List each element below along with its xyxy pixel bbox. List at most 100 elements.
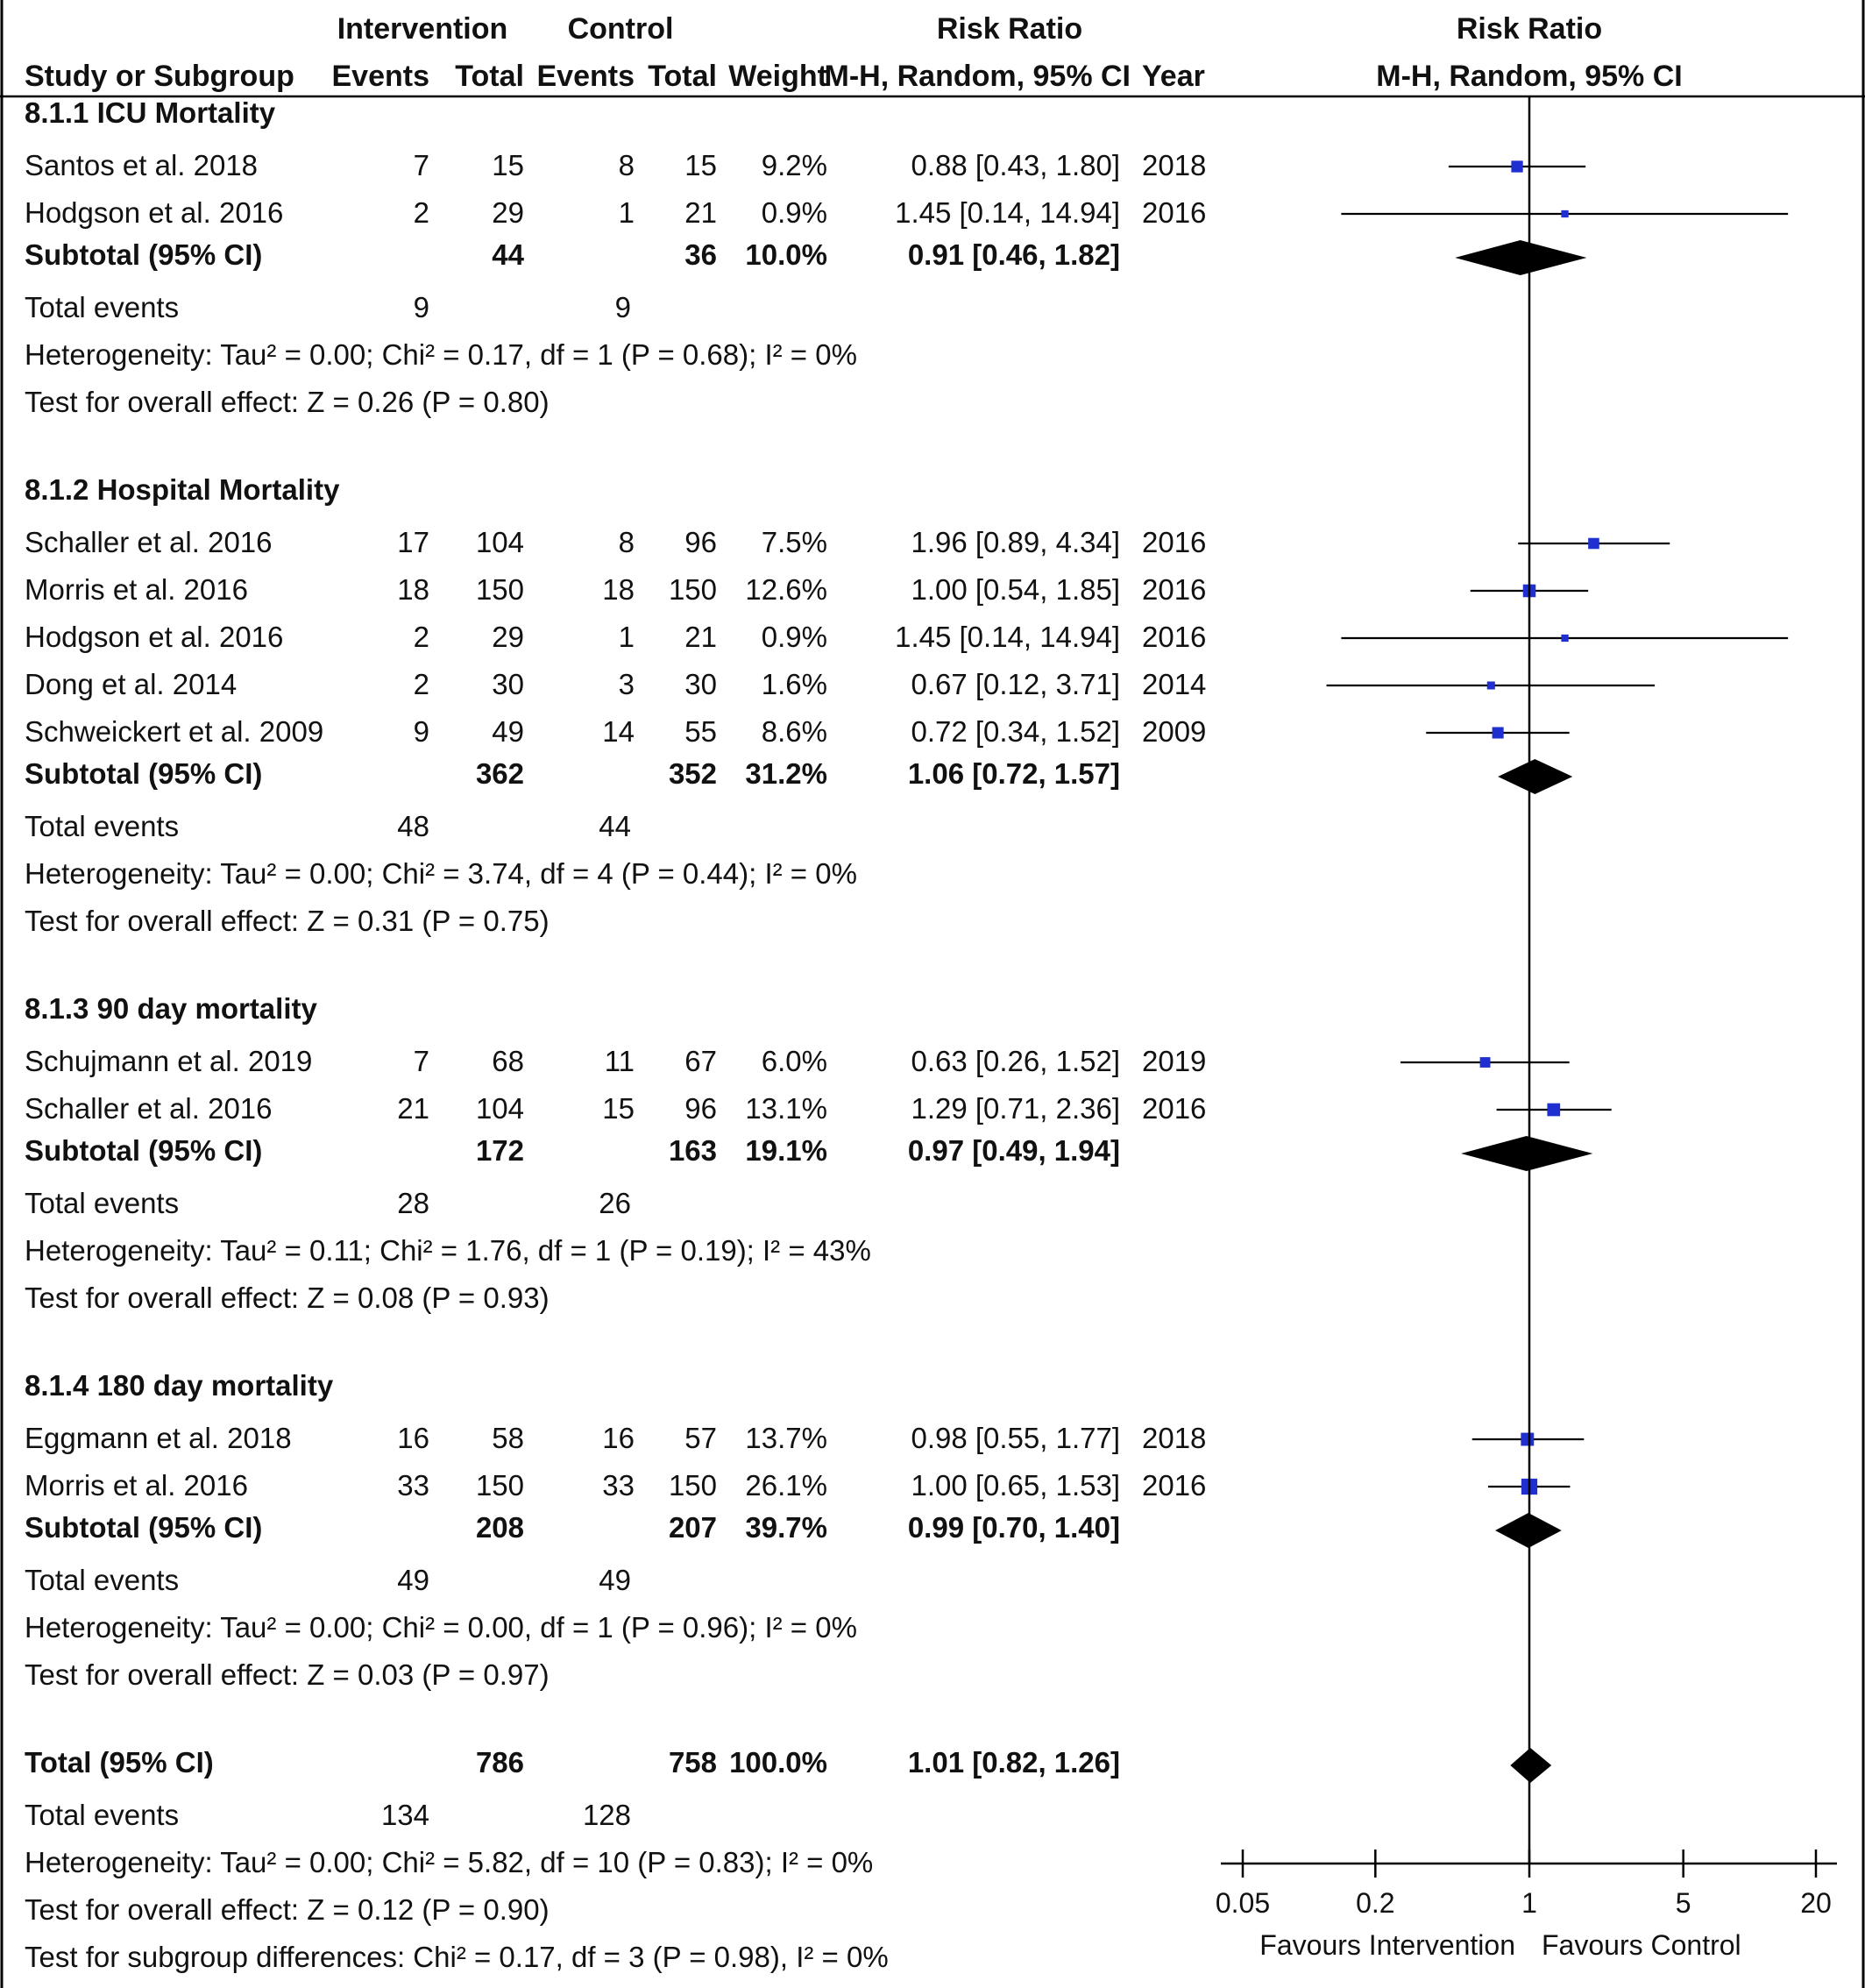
subgroup-4-study-2-ci: 1.00 [0.65, 1.53] — [911, 1469, 1120, 1502]
subgroup-2-study-3-weight: 0.9% — [762, 621, 827, 653]
study-marker-8 — [1479, 1057, 1491, 1068]
subgroup-2-study-2-year: 2016 — [1142, 573, 1206, 606]
subgroup-2-study-3-intervention-events: 2 — [414, 621, 429, 653]
favours-intervention-label: Favours Intervention — [1259, 1929, 1515, 1961]
x-tick-label-2: 0.2 — [1356, 1887, 1394, 1919]
plot-area: 0.05 0.2 1 5 20 Favours Intervention Favours C… — [1216, 96, 1837, 1961]
subgroup-1-subtotal-weight: 10.0% — [745, 238, 827, 271]
subgroup-1-study-1-control-total: 15 — [684, 149, 717, 181]
subgroup-4-study-1-intervention-events: 16 — [397, 1422, 429, 1454]
subgroup-2-study-5-intervention-events: 9 — [414, 715, 429, 748]
subgroup-4-study-1-weight: 13.7% — [745, 1422, 827, 1454]
subgroup-2-study-1-control-events: 8 — [619, 526, 635, 558]
subgroup-4-subtotal-label: Subtotal (95% CI) — [25, 1511, 262, 1544]
total-weight: 100.0% — [729, 1746, 827, 1779]
subgroup-4-study-2-weight: 26.1% — [745, 1469, 827, 1502]
subgroup-4-overall-effect: Test for overall effect: Z = 0.03 (P = 0… — [25, 1658, 550, 1691]
subgroup-4-study-1-name: Eggmann et al. 2018 — [25, 1422, 292, 1454]
subgroup-3-study-2-name: Schaller et al. 2016 — [25, 1092, 273, 1125]
subgroup-3-study-2-control-events: 15 — [602, 1092, 635, 1125]
subgroup-4-subtotal-intervention-total: 208 — [476, 1511, 524, 1544]
total-overall-effect: Test for overall effect: Z = 0.12 (P = 0… — [25, 1893, 550, 1926]
subgroup-3-study-2-intervention-events: 21 — [397, 1092, 429, 1125]
subgroup-1-subtotal-control-total: 36 — [684, 238, 717, 271]
subgroup-3-study-1-control-events: 11 — [605, 1045, 635, 1077]
subgroup-2-subtotal-ci: 1.06 [0.72, 1.57] — [908, 757, 1120, 790]
subgroup-1-study-2-year: 2016 — [1142, 196, 1206, 229]
subgroup-3-study-1-intervention-total: 68 — [492, 1045, 524, 1077]
subgroup-1-overall-effect: Test for overall effect: Z = 0.26 (P = 0… — [25, 386, 550, 418]
subgroup-2-study-2-control-total: 150 — [669, 573, 717, 606]
study-marker-3 — [1588, 537, 1599, 550]
subgroup-1-events-intervention: 9 — [414, 291, 429, 323]
total-heterogeneity: Heterogeneity: Tau² = 0.00; Chi² = 5.82,… — [25, 1846, 873, 1878]
total-intervention-total: 786 — [476, 1746, 524, 1779]
subgroup-2-subtotal-control-total: 352 — [669, 757, 717, 790]
subgroup-2-study-2-weight: 12.6% — [745, 573, 827, 606]
subgroup-1-study-1-name: Santos et al. 2018 — [25, 149, 258, 181]
subgroup-2-study-2-intervention-total: 150 — [476, 573, 524, 606]
subgroup-3-subtotal-intervention-total: 172 — [476, 1134, 524, 1167]
subgroup-3-events-intervention: 28 — [397, 1187, 429, 1219]
subgroup-2-overall-effect: Test for overall effect: Z = 0.31 (P = 0… — [25, 905, 550, 937]
subgroup-1-study-1-control-events: 8 — [619, 149, 635, 181]
subgroup-4-study-1-year: 2018 — [1142, 1422, 1206, 1454]
header-intervention-total: Total — [455, 60, 524, 93]
subgroup-2-study-4-control-events: 3 — [619, 668, 635, 700]
subgroup-1-study-2-control-total: 21 — [684, 196, 717, 229]
subgroup-4-subtotal-weight: 39.7% — [745, 1511, 827, 1544]
subgroup-4-study-1-control-events: 16 — [602, 1422, 635, 1454]
subgroup-4-study-1-control-total: 57 — [684, 1422, 717, 1454]
subgroup-1-subtotal-ci: 0.91 [0.46, 1.82] — [908, 238, 1120, 271]
subgroup-2-study-5-weight: 8.6% — [762, 715, 827, 748]
subgroup-4-study-2-intervention-total: 150 — [476, 1469, 524, 1502]
subgroup-3-overall-effect: Test for overall effect: Z = 0.08 (P = 0… — [25, 1282, 550, 1314]
subgroup-3-study-2-control-total: 96 — [684, 1092, 717, 1125]
subgroup-1-heterogeneity: Heterogeneity: Tau² = 0.00; Chi² = 0.17,… — [25, 338, 857, 371]
header-control-events: Events — [537, 60, 635, 93]
subgroup-2-study-3-year: 2016 — [1142, 621, 1206, 653]
subgroup-2-study-4-control-total: 30 — [684, 668, 717, 700]
subgroup-1-study-2-intervention-total: 29 — [492, 196, 524, 229]
header-year: Year — [1142, 60, 1205, 93]
subgroup-2-study-4-weight: 1.6% — [762, 668, 827, 700]
total-ci: 1.01 [0.82, 1.26] — [908, 1746, 1120, 1779]
subgroup-4-events-control: 49 — [599, 1564, 631, 1596]
subgroup-4-study-2-intervention-events: 33 — [397, 1469, 429, 1502]
subgroup-2-study-1-year: 2016 — [1142, 526, 1206, 558]
subgroup-2-study-3-ci: 1.45 [0.14, 14.94] — [895, 621, 1120, 653]
subgroup-3-title: 8.1.3 90 day mortality — [25, 992, 317, 1025]
subgroup-2-study-1-weight: 7.5% — [762, 526, 827, 558]
total-diamond — [1510, 1748, 1552, 1783]
subgroup-3-subtotal-weight: 19.1% — [745, 1134, 827, 1167]
subgroup-2-study-1-ci: 1.96 [0.89, 4.34] — [911, 526, 1120, 558]
study-marker-10 — [1521, 1432, 1535, 1446]
subgroup-2-study-2-ci: 1.00 [0.54, 1.85] — [911, 573, 1120, 606]
study-marker-9 — [1547, 1103, 1561, 1117]
subgroup-1-study-2-control-events: 1 — [619, 196, 635, 229]
study-marker-2 — [1561, 209, 1569, 218]
subgroup-3-subtotal-diamond — [1461, 1136, 1593, 1171]
header-rr-method: M-H, Random, 95% CI — [825, 60, 1131, 93]
subgroup-2-subtotal-weight: 31.2% — [745, 757, 827, 790]
subgroup-2-study-5-name: Schweickert et al. 2009 — [25, 715, 323, 748]
subgroup-1-study-2-ci: 1.45 [0.14, 14.94] — [895, 196, 1120, 229]
x-tick-label-5: 20 — [1800, 1887, 1832, 1919]
subgroup-4-title: 8.1.4 180 day mortality — [25, 1369, 334, 1402]
subgroup-4-study-2-control-events: 33 — [602, 1469, 635, 1502]
header-group-risk-ratio: Risk Ratio — [937, 12, 1082, 46]
subgroup-2-study-5-control-events: 14 — [602, 715, 635, 748]
subgroup-2-study-4-ci: 0.67 [0.12, 3.71] — [911, 668, 1120, 700]
subgroup-2-events-label: Total events — [25, 810, 179, 842]
subgroup-3-study-1-ci: 0.63 [0.26, 1.52] — [911, 1045, 1120, 1077]
subgroup-2-study-2-name: Morris et al. 2016 — [25, 573, 248, 606]
subgroup-3-subtotal-ci: 0.97 [0.49, 1.94] — [908, 1134, 1120, 1167]
subgroup-3-study-1-control-total: 67 — [684, 1045, 717, 1077]
total-events-label: Total events — [25, 1799, 179, 1831]
subgroup-1-subtotal-diamond — [1455, 240, 1587, 275]
subgroup-2-study-1-name: Schaller et al. 2016 — [25, 526, 273, 558]
subgroup-2-study-3-control-events: 1 — [619, 621, 635, 653]
subgroup-2-study-3-intervention-total: 29 — [492, 621, 524, 653]
